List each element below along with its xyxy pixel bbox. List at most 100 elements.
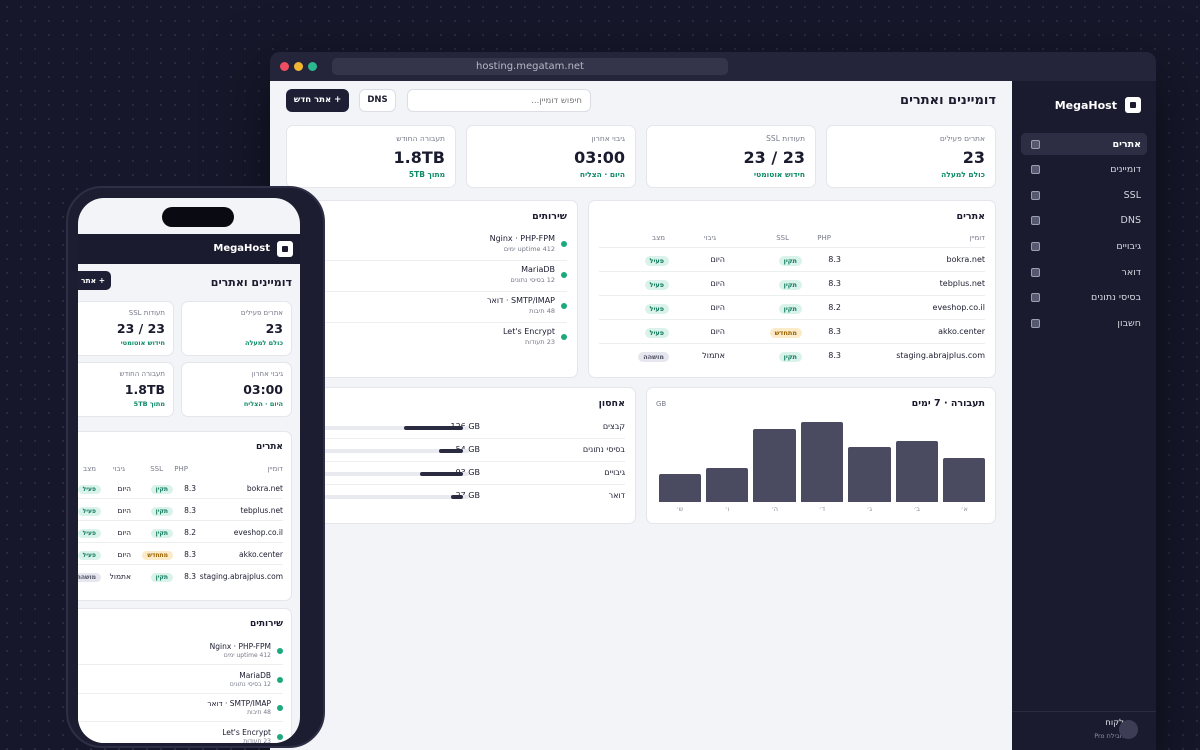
phone-screen: MegaHost דומיינים ואתרים + אתר חדש אתרים… bbox=[78, 198, 300, 743]
row-divider bbox=[599, 319, 985, 320]
sidebar-item[interactable]: SSL bbox=[1021, 184, 1147, 206]
stat-label: גיבוי אחרון bbox=[251, 370, 283, 378]
service-name: SMTP/IMAP · דואר bbox=[207, 699, 271, 708]
cell-status-badge: פעיל bbox=[78, 507, 101, 516]
stat-label: גיבוי אחרון bbox=[591, 134, 625, 143]
traffic-title: תעבורה · 7 ימים bbox=[911, 398, 985, 409]
storage-label: דואר bbox=[608, 491, 625, 500]
stat-value: 23 / 23 bbox=[116, 321, 165, 336]
storage-label: בסיסי נתונים bbox=[582, 445, 625, 454]
sidebar-item[interactable]: חשבון bbox=[1021, 312, 1147, 334]
maximize-window-icon[interactable] bbox=[308, 62, 317, 71]
cell-status-badge: פעיל bbox=[644, 280, 669, 290]
chart-bar bbox=[895, 441, 939, 502]
phone-services-card: שירותים Nginx · PHP-FPM uptime 412 ימים Ma… bbox=[78, 608, 292, 743]
storage-fill bbox=[404, 426, 463, 430]
dns-button[interactable]: DNS bbox=[359, 89, 396, 112]
cell-php: 8.2 bbox=[184, 528, 196, 537]
row-divider bbox=[279, 438, 625, 439]
stat-value: 03:00 bbox=[574, 148, 625, 167]
table-row[interactable]: bokra.net 8.3 תקין היום פעיל bbox=[589, 249, 995, 273]
stat-card-last-backup: גיבוי אחרון 03:00 היום · הצליח bbox=[466, 125, 636, 188]
table-row[interactable]: staging.abrajplus.com 8.3 תקין אתמול מושהה bbox=[589, 345, 995, 369]
phone-new-site-button[interactable]: + אתר חדש bbox=[78, 271, 111, 290]
service-sub: 12 בסיסי נתונים bbox=[510, 276, 555, 284]
table-row[interactable]: bokra.net 8.3 תקין היום פעיל bbox=[78, 479, 291, 501]
stat-label: אתרים פעילים bbox=[939, 134, 985, 143]
stat-sub: מתוך 5TB bbox=[133, 400, 165, 408]
brand-name: MegaHost bbox=[1054, 98, 1117, 112]
stat-sub: כולם למעלה bbox=[245, 339, 283, 347]
close-window-icon[interactable] bbox=[280, 62, 289, 71]
sidebar-item[interactable]: גיבויים bbox=[1021, 235, 1147, 257]
cell-php: 8.3 bbox=[828, 279, 841, 288]
sidebar-item-label: דומיינים bbox=[1110, 164, 1141, 176]
sidebar-item-label: גיבויים bbox=[1116, 240, 1141, 252]
table-row[interactable]: tebplus.net 8.3 תקין היום פעיל bbox=[78, 501, 291, 523]
storage-track bbox=[279, 426, 469, 430]
stat-value: 1.8TB bbox=[124, 382, 165, 397]
service-sub: 23 תעודות bbox=[524, 338, 555, 346]
col-status: מצב bbox=[652, 234, 665, 242]
row-divider bbox=[78, 692, 283, 694]
cell-status-badge: פעיל bbox=[78, 529, 101, 538]
cell-backup: אתמול bbox=[702, 351, 725, 360]
avatar[interactable] bbox=[1119, 720, 1138, 739]
sidebar-item-label: בסיסי נתונים bbox=[1091, 292, 1141, 304]
table-row[interactable]: eveshop.co.il 8.2 תקין היום פעיל bbox=[78, 523, 291, 545]
table-row[interactable]: akko.center 8.3 מתחדש היום פעיל bbox=[78, 545, 291, 567]
cell-status-badge: פעיל bbox=[78, 485, 101, 494]
logo-icon bbox=[1125, 97, 1141, 113]
sidebar-item-label: דואר bbox=[1121, 266, 1142, 278]
cell-domain: bokra.net bbox=[946, 255, 985, 264]
stat-sub: חידוש אוטומטי bbox=[753, 170, 805, 179]
nav-square-icon bbox=[1031, 318, 1040, 328]
sidebar-item[interactable]: דואר bbox=[1021, 261, 1147, 283]
status-dot-icon bbox=[277, 705, 283, 711]
table-row[interactable]: tebplus.net 8.3 תקין היום פעיל bbox=[589, 273, 995, 297]
service-name: Let's Encrypt bbox=[502, 327, 555, 336]
status-dot-icon bbox=[561, 272, 567, 278]
service-name: MariaDB bbox=[239, 670, 271, 680]
sidebar-item[interactable]: דומיינים bbox=[1021, 159, 1147, 181]
sidebar-item[interactable]: אתרים bbox=[1021, 133, 1147, 155]
minimize-window-icon[interactable] bbox=[294, 62, 303, 71]
service-sub: 48 תיבות bbox=[529, 307, 555, 315]
col-domain: דומיין bbox=[969, 234, 985, 242]
storage-fill bbox=[439, 449, 463, 453]
sites-card: אתרים דומיין PHP SSL גיבוי מצב bokra.net… bbox=[588, 200, 996, 378]
services-title: שירותים bbox=[532, 211, 567, 222]
row-divider bbox=[78, 664, 283, 665]
phone-page-title: דומיינים ואתרים bbox=[210, 276, 292, 289]
address-bar[interactable]: hosting.megatam.net bbox=[332, 58, 728, 75]
cell-status-badge: פעיל bbox=[78, 551, 101, 560]
stat-card-ssl: תעודות SSL 23 / 23 חידוש אוטומטי bbox=[646, 125, 816, 188]
traffic-card: תעבורה · 7 ימים GB א׳ ב׳ ג׳ ד׳ ה׳ ו׳ ש׳ bbox=[646, 387, 996, 524]
cell-domain: tebplus.net bbox=[240, 506, 283, 515]
phone-sites-card: אתרים דומיין PHP SSL גיבוי מצב bokra.net… bbox=[78, 431, 292, 601]
phone-col-ssl: SSL bbox=[150, 465, 163, 473]
new-site-button[interactable]: + אתר חדש bbox=[286, 89, 349, 112]
row-divider bbox=[78, 520, 283, 521]
row-divider bbox=[78, 564, 283, 565]
sidebar-divider bbox=[1012, 711, 1156, 712]
phone-frame: MegaHost דומיינים ואתרים + אתר חדש אתרים… bbox=[66, 186, 325, 748]
service-sub: uptime 412 ימים bbox=[503, 245, 555, 253]
row-divider bbox=[599, 271, 985, 272]
cell-status-badge: פעיל bbox=[644, 304, 669, 314]
domain-search-input[interactable] bbox=[407, 89, 591, 112]
sidebar-item-label: DNS bbox=[1120, 215, 1141, 227]
table-row[interactable]: staging.abrajplus.com 8.3 תקין אתמול מושהה bbox=[78, 567, 291, 589]
browser-window: hosting.megatam.net דומיינים ואתרים DNS … bbox=[270, 52, 1156, 750]
service-name: Let's Encrypt bbox=[222, 727, 271, 737]
cell-backup: היום bbox=[710, 327, 725, 336]
table-row[interactable]: akko.center 8.3 מתחדש היום פעיל bbox=[589, 321, 995, 345]
chart-x-label: ו׳ bbox=[724, 505, 730, 513]
cell-status-badge: פעיל bbox=[644, 256, 669, 266]
sidebar-item[interactable]: בסיסי נתונים bbox=[1021, 287, 1147, 309]
cell-php: 8.3 bbox=[184, 550, 196, 559]
table-row[interactable]: eveshop.co.il 8.2 תקין היום פעיל bbox=[589, 297, 995, 321]
sidebar-item[interactable]: DNS bbox=[1021, 210, 1147, 232]
stat-sub: חידוש אוטומטי bbox=[120, 339, 165, 347]
